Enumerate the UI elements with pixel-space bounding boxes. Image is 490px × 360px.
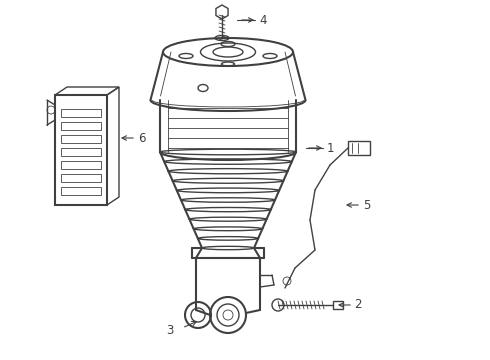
Text: 6: 6 [138, 131, 146, 144]
Text: 5: 5 [363, 198, 370, 212]
Text: 2: 2 [354, 298, 362, 311]
Text: 1: 1 [327, 141, 335, 154]
Text: 3: 3 [166, 324, 173, 337]
Text: 4: 4 [259, 14, 267, 27]
